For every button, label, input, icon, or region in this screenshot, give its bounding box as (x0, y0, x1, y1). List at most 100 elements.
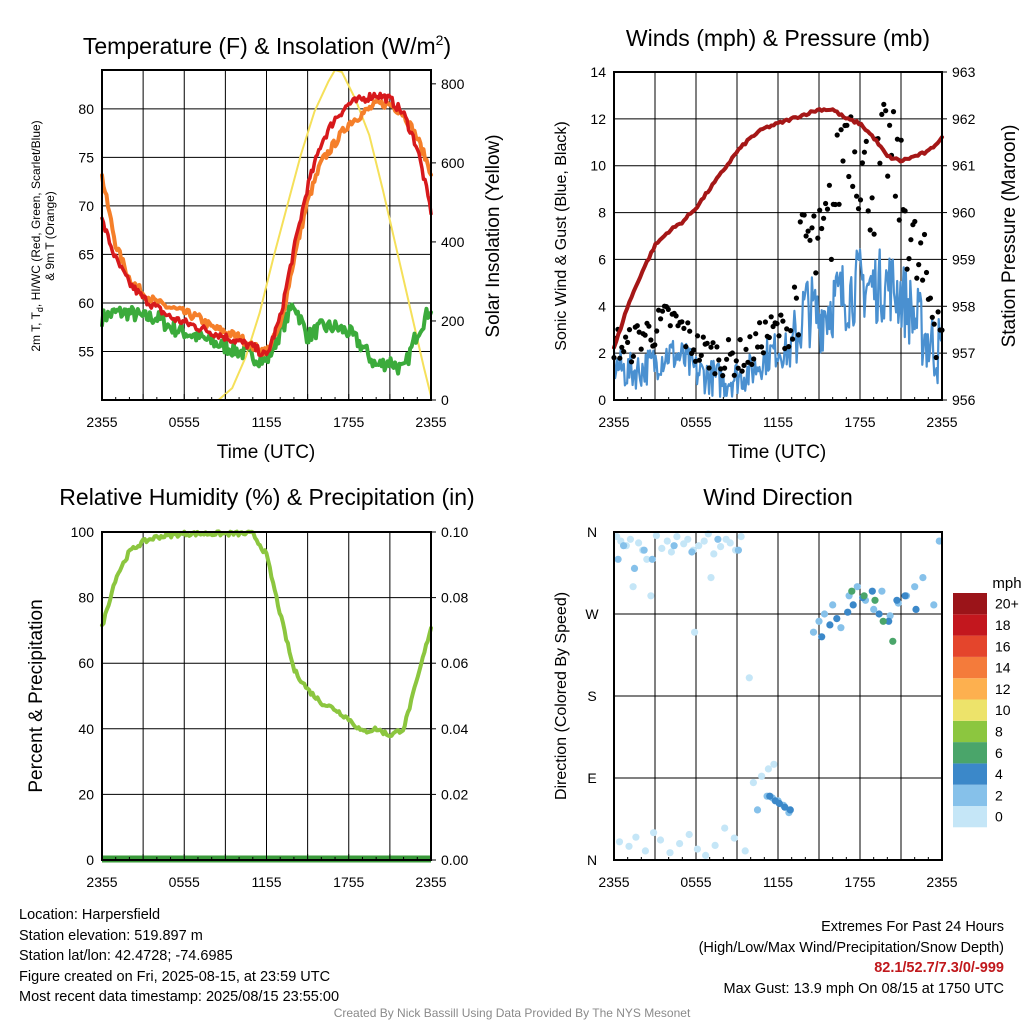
gust-point (805, 228, 811, 234)
gust-point (885, 173, 891, 179)
direction-point (848, 587, 856, 595)
gust-point (755, 344, 761, 350)
rh-xtick-label: 0555 (169, 874, 200, 890)
max-gust-text: Max Gust: 13.9 mph On 08/15 at 1750 UTC (723, 980, 1004, 997)
gust-point (757, 320, 763, 326)
wind-ytick-label: 4 (598, 298, 606, 314)
wind-xtick-label: 1155 (763, 414, 793, 430)
gust-point (801, 212, 807, 218)
colorbar-label: 12 (995, 681, 1011, 697)
wind-xtick-label: 0555 (680, 414, 711, 430)
temp-xtick-label: 0555 (169, 414, 200, 430)
wind-ytick-label: 14 (590, 64, 606, 80)
gust-point (758, 344, 765, 350)
wind-y2tick-label: 962 (952, 111, 976, 127)
rh-xtick-label: 2355 (415, 874, 446, 890)
rh-ylabel: Percent & Precipitation (26, 599, 47, 792)
direction-point (643, 555, 651, 563)
gust-point (920, 277, 926, 283)
gust-point (803, 233, 809, 239)
direction-point (758, 772, 766, 780)
colorbar-swatch (953, 699, 987, 721)
direction-point (930, 601, 938, 609)
wind-y2tick-label: 957 (952, 345, 976, 361)
colorbar-swatch (953, 806, 987, 828)
colorbar-swatch (953, 784, 987, 806)
colorbar-swatch (953, 678, 987, 700)
direction-point (753, 806, 762, 814)
gust-point (935, 309, 941, 315)
direction-point (878, 587, 886, 595)
gust-point (751, 356, 757, 362)
temp-xtick-label: 2355 (415, 414, 446, 430)
gust-point (708, 344, 714, 350)
gust-point (685, 320, 691, 326)
gust-point (871, 231, 877, 237)
gust-point (619, 344, 625, 350)
elevation-text: Station elevation: 519.897 m (19, 927, 203, 944)
temp-ytick-label: 60 (78, 295, 94, 311)
rh-ytick-label: 0 (86, 852, 94, 868)
location-text: Location: Harpersfield (19, 907, 161, 923)
direction-point (868, 587, 876, 595)
gust-point (700, 334, 706, 340)
gust-point (861, 149, 868, 155)
direction-point (673, 533, 681, 541)
direction-point (625, 842, 633, 850)
gust-point (821, 215, 827, 221)
extremes-title: Extremes For Past 24 Hours (821, 919, 1004, 935)
wind-ytick-label: 10 (590, 158, 606, 174)
gust-point (706, 365, 712, 371)
gust-point (681, 325, 687, 331)
gust-point (774, 321, 780, 327)
direction-point (911, 583, 919, 591)
rh-y2tick-label: 0.10 (441, 524, 468, 540)
colorbar-label: 16 (995, 638, 1011, 654)
direction-point (717, 543, 725, 551)
wind-ytick-label: 12 (590, 111, 606, 127)
wind-ytick-label: 2 (598, 345, 606, 361)
direction-point (730, 834, 738, 842)
direction-point (711, 841, 719, 850)
wind-y2label: Station Pressure (Maroon) (999, 125, 1020, 348)
created-text: Figure created on Fri, 2025-08-15, at 23… (19, 968, 331, 985)
dir-xtick-label: 2355 (926, 874, 957, 890)
wind-ytick-label: 8 (598, 205, 606, 221)
direction-point (815, 617, 823, 625)
direction-point (809, 628, 818, 636)
gust-point (817, 207, 823, 213)
gust-point (933, 354, 939, 361)
relative-humidity-line (100, 529, 433, 739)
gust-point (766, 334, 772, 341)
colorbar-swatch (953, 656, 987, 679)
direction-point (635, 539, 643, 547)
gust-point (716, 357, 722, 363)
direction-point (647, 592, 655, 600)
gust-point (652, 342, 658, 348)
gust-point (865, 208, 871, 214)
gust-point (720, 373, 726, 379)
dir-ytick-label: S (587, 688, 596, 704)
direction-point (658, 544, 666, 553)
colorbar-label: 6 (995, 745, 1003, 761)
gust-point (906, 256, 912, 262)
direction-point (849, 601, 857, 609)
gust-point (749, 361, 755, 367)
gust-point (646, 323, 652, 329)
wind-axes-frame (613, 71, 943, 401)
gust-point (768, 314, 774, 320)
temp-ytick-label: 55 (78, 343, 94, 359)
dir-axes-frame (613, 531, 943, 861)
direction-point (826, 621, 834, 629)
gust-point (704, 340, 710, 346)
direction-point (630, 564, 639, 573)
gust-point (832, 201, 838, 208)
temp-2m-line (100, 91, 433, 358)
recent-data-text: Most recent data timestamp: 2025/08/15 2… (19, 989, 340, 1005)
rh-y2tick-label: 0.00 (441, 852, 468, 868)
gust-point (729, 350, 736, 356)
direction-point (893, 596, 901, 604)
colorbar-swatch (953, 742, 987, 764)
direction-point (781, 803, 789, 811)
